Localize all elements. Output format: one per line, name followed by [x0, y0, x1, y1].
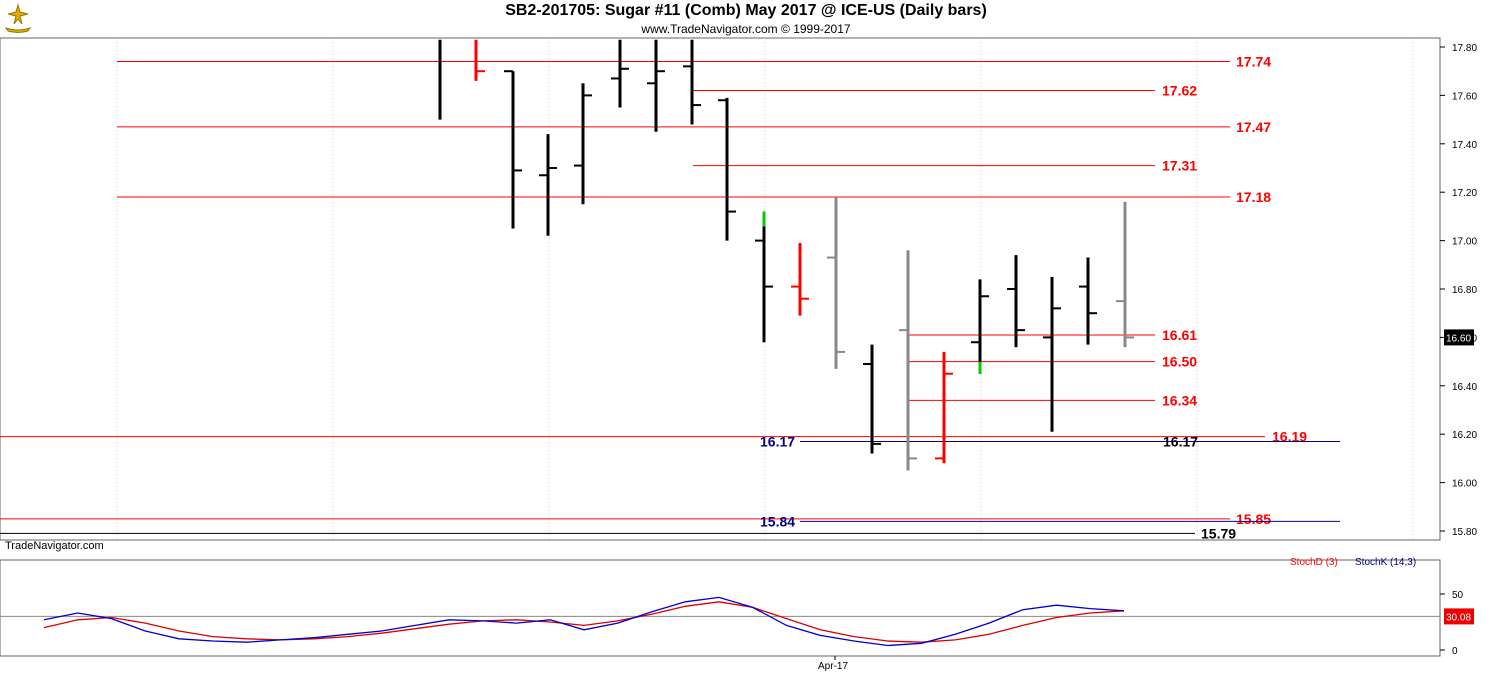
price-axis-tick-label: 16.40 — [1452, 382, 1477, 393]
level-label: 15.84 — [760, 513, 795, 529]
price-axis-tick-label: 16.80 — [1452, 285, 1477, 296]
stoch-axis-tick-label: 0 — [1452, 646, 1458, 657]
stoch-last-value-label: 30.08 — [1446, 612, 1471, 623]
chart-header: SB2-201705: Sugar #11 (Comb) May 2017 @ … — [0, 0, 1492, 38]
level-label: 16.50 — [1162, 354, 1197, 370]
price-axis-tick-label: 17.40 — [1452, 140, 1477, 151]
level-label: 15.79 — [1201, 525, 1236, 541]
price-axis-tick-label: 17.20 — [1452, 188, 1477, 199]
stoch-legend-k: StochK (14,3) — [1355, 557, 1416, 568]
price-axis-tick-label: 16.20 — [1452, 430, 1477, 441]
level-label: 16.34 — [1162, 392, 1197, 408]
price-axis-tick-label: 17.80 — [1452, 43, 1477, 54]
level-label: 16.19 — [1272, 429, 1307, 445]
price-axis-tick-label: 16.00 — [1452, 479, 1477, 490]
level-label: 16.17 — [760, 433, 795, 449]
level-label: 15.85 — [1236, 511, 1271, 527]
price-axis-tick-label: 17.60 — [1452, 91, 1477, 102]
level-label: 16.61 — [1162, 327, 1197, 343]
price-axis-tick-label: 17.00 — [1452, 237, 1477, 248]
x-axis-label: Apr-17 — [818, 661, 848, 672]
price-axis-tick-label: 15.80 — [1452, 527, 1477, 538]
stoch-legend-d: StochD (3) — [1290, 557, 1338, 568]
price-panel: 17.80 17.60 17.40 17.20 17.00 16.80 16.60 16.40… — [0, 37, 1477, 541]
level-label: 17.74 — [1236, 54, 1271, 70]
watermark: TradeNavigator.com — [5, 540, 104, 552]
last-price-label: 16.60 — [1446, 333, 1471, 344]
level-label: 17.62 — [1162, 83, 1197, 99]
stoch-last-value-marker — [1444, 608, 1474, 625]
stoch-panel-frame — [0, 559, 1441, 657]
stoch-series-line — [43, 596, 1125, 647]
level-label: 17.18 — [1236, 189, 1271, 205]
stoch-axis-tick-label: 50 — [1452, 590, 1464, 601]
price-panel-frame — [0, 37, 1441, 541]
chart-title: SB2-201705: Sugar #11 (Comb) May 2017 @ … — [505, 2, 987, 19]
stochastic-panel: 50 0 StochD (3) StochK (14,3) 30.08 Apr-17 — [0, 557, 1474, 672]
level-label: 17.47 — [1236, 119, 1271, 135]
stoch-series-line — [43, 601, 1125, 643]
chart-subtitle: www.TradeNavigator.com © 1999-2017 — [641, 22, 851, 36]
trade-navigator-logo-icon — [4, 3, 32, 33]
level-label: 17.31 — [1162, 158, 1197, 174]
last-price-marker — [1444, 329, 1474, 346]
